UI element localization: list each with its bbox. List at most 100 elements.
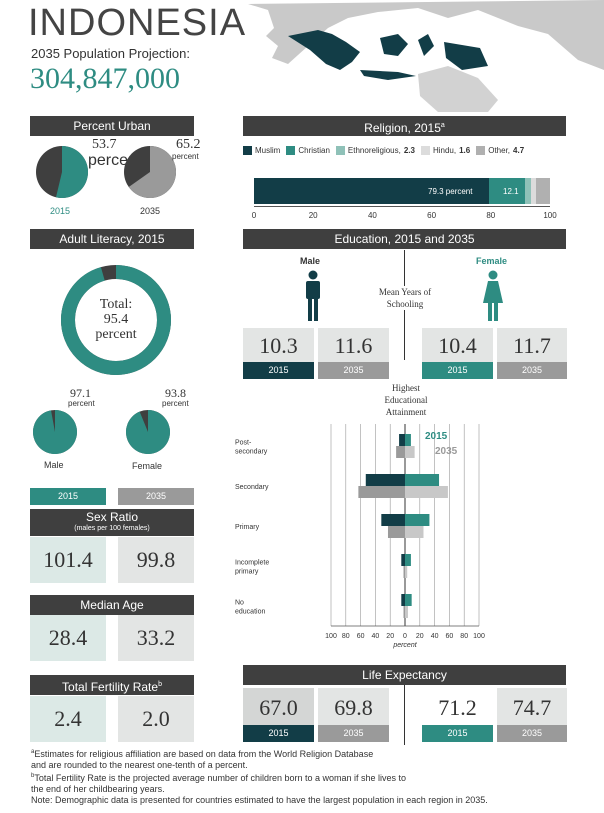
legend-swatch xyxy=(335,145,345,155)
legend-2035: 2035 xyxy=(435,446,458,457)
religion-bar-segment xyxy=(524,178,532,204)
median-age-2015-value: 28.4 xyxy=(30,615,106,661)
literacy-male-unit: percent xyxy=(68,399,95,408)
literacy-female-value: 93.8 xyxy=(165,386,186,400)
religion-bar-segment xyxy=(254,178,489,204)
religion-bar-segment xyxy=(531,178,537,204)
footnote-b: bTotal Fertility Rate is the projected a… xyxy=(31,773,407,783)
literacy-total-value: 95.4 xyxy=(103,312,129,327)
literacy-total-caption: Total: xyxy=(99,297,133,312)
bar-2015-female xyxy=(405,514,430,526)
bar-2035-male xyxy=(403,606,405,618)
life-male-2035-tag: 2035 xyxy=(318,725,389,742)
life-female-2035-tag: 2035 xyxy=(497,725,567,742)
sex-ratio-2015-tag: 2015 xyxy=(30,488,106,505)
x-tick-label: 100 xyxy=(325,633,337,640)
religion-tick: 100 xyxy=(543,211,557,220)
category-label: primary xyxy=(235,569,259,576)
literacy-female-pie xyxy=(126,410,170,454)
bar-2035-male xyxy=(403,566,405,578)
literacy-male-value: 97.1 xyxy=(70,386,91,400)
bar-2015-female xyxy=(405,474,440,486)
religion-bar-christian-label: 12.1 xyxy=(503,187,519,196)
legend-swatch xyxy=(476,145,486,155)
religion-legend-item: Other, 4.7 xyxy=(476,145,525,155)
category-label: education xyxy=(235,609,265,616)
urban-2015-slice xyxy=(56,146,88,198)
footnote-b-line1: Total Fertility Rate is the projected av… xyxy=(34,773,407,783)
sex-ratio-2035-tag: 2035 xyxy=(118,488,194,505)
legend-value: 2.3 xyxy=(403,145,415,155)
x-tick-label: 0 xyxy=(403,633,407,640)
schooling-female-2015: 10.4 xyxy=(422,328,493,362)
footnotes: aEstimates for religious affiliation are… xyxy=(31,747,596,806)
religion-bar xyxy=(254,178,550,204)
category-label: Incomplete xyxy=(235,560,269,567)
legend-label: Muslim xyxy=(255,145,281,155)
education-header: Education, 2015 and 2035 xyxy=(243,229,566,249)
urban-2035-pie xyxy=(124,146,176,198)
footnote-b-line2: the end of her childbearing years. xyxy=(31,784,165,794)
urban-2015-value: 53.7 xyxy=(92,137,117,152)
religion-header: Religion, 2015a xyxy=(243,116,566,136)
x-tick-label: 40 xyxy=(372,633,380,640)
legend-value: 4.7 xyxy=(513,145,525,155)
legend-swatch xyxy=(243,145,252,155)
x-tick-label: 100 xyxy=(473,633,485,640)
urban-2035-slice xyxy=(128,146,176,198)
footnote-a: aEstimates for religious affiliation are… xyxy=(31,749,374,759)
religion-legend: Muslim Christian Ethnoreligious, 2.3 Hindu, 1… xyxy=(243,143,573,157)
category-label: No xyxy=(235,600,244,607)
literacy-female-unit: percent xyxy=(162,399,189,408)
category-label: Secondary xyxy=(235,484,269,491)
literacy-total-label: Total: 95.4 percent xyxy=(60,297,172,342)
sex-ratio-2015-value: 101.4 xyxy=(30,537,106,583)
x-tick-label: 80 xyxy=(342,633,350,640)
sex-ratio-subtitle: (males per 100 females) xyxy=(74,525,150,532)
median-age-header: Median Age xyxy=(30,595,194,615)
literacy-male-slice xyxy=(33,410,77,454)
category-label: Primary xyxy=(235,524,260,531)
life-male-2035: 69.8 xyxy=(318,688,389,725)
bar-2015-female xyxy=(405,434,411,446)
map-indonesia xyxy=(288,30,488,80)
bar-2035-female xyxy=(405,446,415,458)
religion-tick: 80 xyxy=(486,211,496,220)
schooling-female-2035: 11.7 xyxy=(497,328,567,362)
urban-2035-unit: percent xyxy=(172,152,199,161)
religion-tick: 40 xyxy=(367,211,377,220)
fertility-title: Total Fertility Rate xyxy=(62,680,159,694)
footnote-note: Note: Demographic data is presented for … xyxy=(31,795,488,805)
fertility-2035-value: 2.0 xyxy=(118,696,194,742)
legend-label: Other, xyxy=(488,145,511,155)
life-expectancy-header: Life Expectancy xyxy=(243,665,566,685)
religion-legend-item: Muslim xyxy=(243,145,281,155)
sex-ratio-title: Sex Ratio xyxy=(85,510,139,524)
life-divider xyxy=(404,685,405,745)
map-land-gray xyxy=(248,0,604,70)
legend-value: 1.6 xyxy=(459,145,471,155)
bar-2035-female xyxy=(405,606,408,618)
urban-2015-pie xyxy=(36,146,88,198)
male-figure-icon xyxy=(306,270,320,321)
schooling-male-2035-tag: 2035 xyxy=(318,362,389,379)
literacy-header: Adult Literacy, 2015 xyxy=(30,229,194,249)
life-female-2035: 74.7 xyxy=(497,688,567,725)
legend-2015: 2015 xyxy=(425,431,448,442)
bar-2035-male xyxy=(396,446,405,458)
religion-bar-segment xyxy=(488,178,525,204)
schooling-female-2035-tag: 2035 xyxy=(497,362,567,379)
legend-label: Christian xyxy=(298,145,330,155)
life-male-2015: 67.0 xyxy=(243,688,314,725)
footnote-a-line2: and are rounded to the nearest one-tenth… xyxy=(31,760,248,770)
religion-title-sup: a xyxy=(440,122,445,129)
bar-2035-male xyxy=(358,486,405,498)
bar-2015-male xyxy=(401,594,405,606)
bar-2015-male xyxy=(381,514,405,526)
religion-axis-line xyxy=(254,206,550,207)
category-label: Post- xyxy=(235,440,252,447)
legend-swatch xyxy=(420,145,430,155)
x-tick-label: 20 xyxy=(416,633,424,640)
religion-axis: 0 20 40 60 80 100 xyxy=(252,206,557,224)
life-female-2015: 71.2 xyxy=(422,688,493,725)
